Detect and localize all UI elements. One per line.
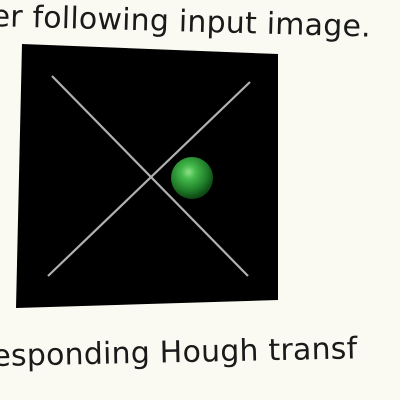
- green-sphere-icon: [171, 157, 213, 199]
- bottom-caption-text: esponding Hough transf: [0, 331, 358, 374]
- diagonal-line-2: [47, 81, 251, 277]
- diagonal-line-1: [51, 75, 249, 277]
- input-image-black-square: [16, 44, 278, 308]
